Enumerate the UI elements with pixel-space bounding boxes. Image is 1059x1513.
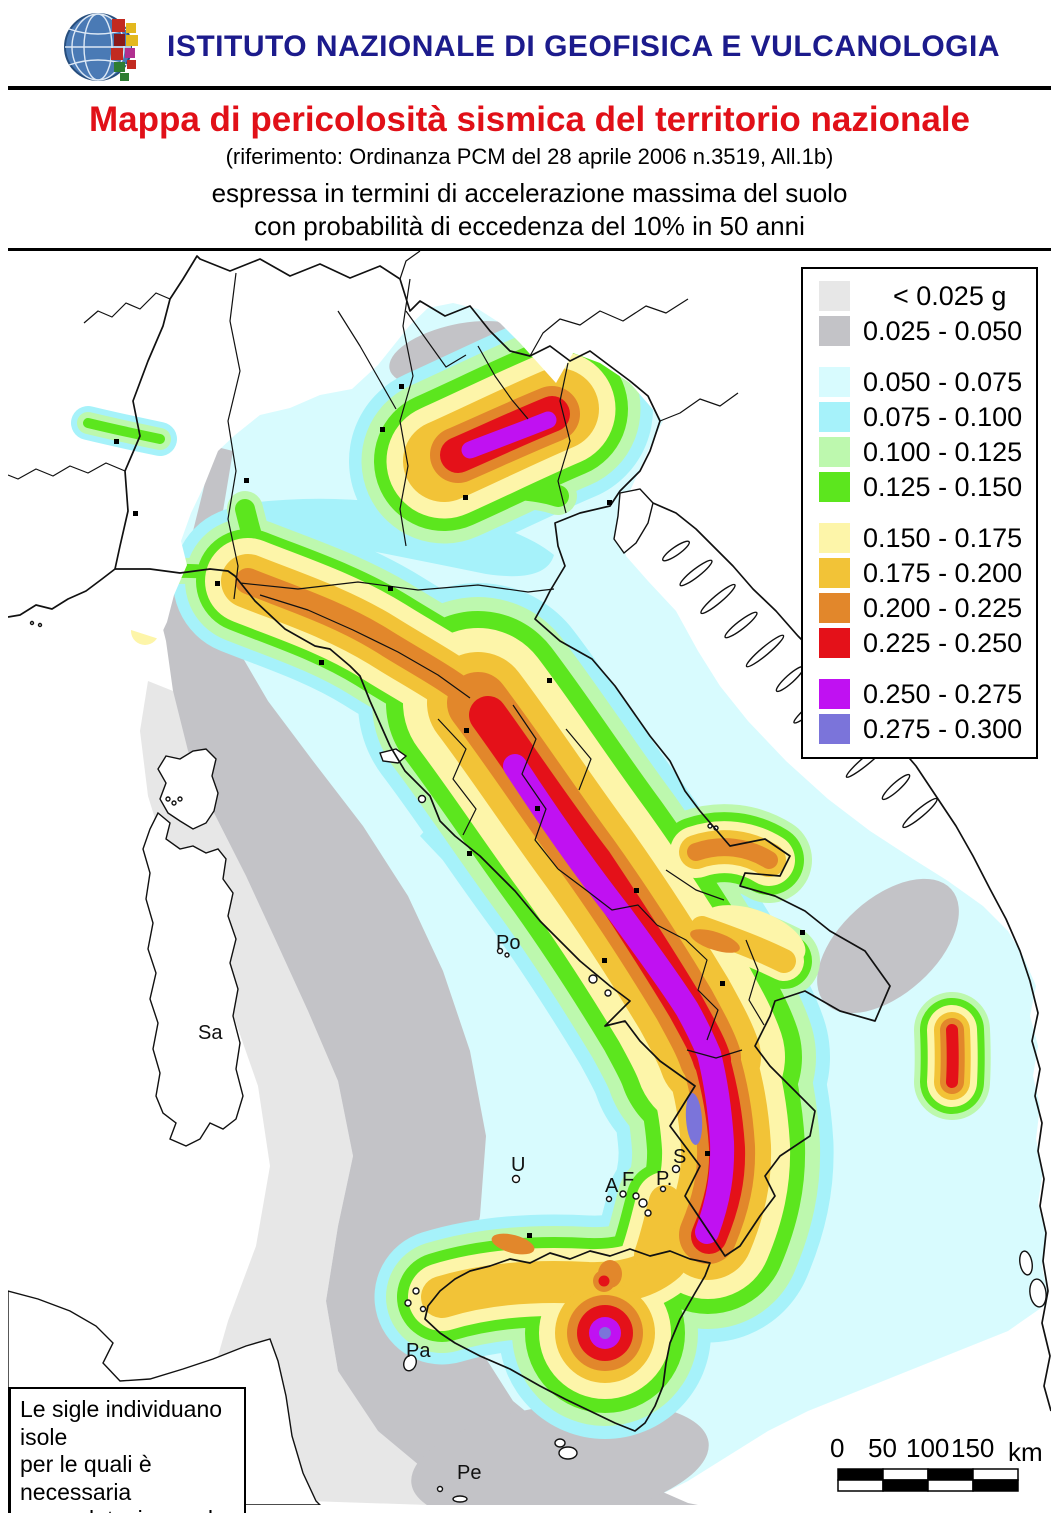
legend-swatch (819, 316, 850, 346)
subtitle-line1: espressa in termini di accelerazione mas… (211, 178, 848, 208)
label-alicudi: A (605, 1175, 619, 1197)
scale-unit: km (1008, 1437, 1043, 1467)
label-pelagie: Pe (457, 1462, 481, 1484)
logo-mosaic (111, 19, 138, 81)
region-borders (227, 272, 765, 1059)
hazard-map[interactable]: .st{fill:none;stroke-linecap:round;strok… (7, 250, 1052, 1513)
legend-swatch (819, 714, 850, 744)
italy-coastline (114, 255, 891, 1257)
sardinia-outline (142, 811, 244, 1147)
istria-outline (613, 488, 654, 555)
legend-row: < 0.025 g (819, 281, 1036, 311)
legend-swatch (819, 472, 850, 502)
sicily-coastline (424, 1248, 711, 1432)
legend-swatch (819, 367, 850, 397)
hazard-valais-patch (88, 423, 160, 439)
outside-computation-mask (8, 251, 1051, 1356)
legend-swatch (819, 281, 850, 311)
label-panarea: P. (656, 1168, 672, 1190)
hazard-zone-violet (599, 1093, 703, 1339)
island-labels: Sa Po U A F P. S Pa Pe (198, 932, 686, 1484)
legend-row: 0.050 - 0.075 (819, 367, 1036, 397)
label-filicudi: F (622, 1169, 634, 1191)
legend-row: 0.200 - 0.225 (819, 593, 1036, 623)
legend-swatch (819, 679, 850, 709)
map-reference: (riferimento: Ordinanza PCM del 28 april… (225, 144, 834, 169)
subtitle-line2: con probabilità di eccedenza del 10% in … (254, 211, 805, 241)
legend-swatch (819, 558, 850, 588)
svg-text:0: 0 (830, 1433, 844, 1463)
label-ustica: U (511, 1154, 525, 1176)
corfu-outline (1019, 1250, 1033, 1276)
svg-text:100: 100 (906, 1433, 949, 1463)
svg-text:50: 50 (868, 1433, 897, 1463)
legend-swatch (819, 593, 850, 623)
scale-bar: 0 50 100 150 km (830, 1433, 1043, 1492)
legend-swatch (819, 523, 850, 553)
label-sardinia: Sa (198, 1022, 223, 1044)
institute-name: ISTITUTO NAZIONALE DI GEOFISICA E VULCAN… (166, 30, 1000, 63)
legend-swatch (819, 402, 850, 432)
corsica-outline (157, 748, 219, 830)
label-pantelleria: Pa (406, 1340, 431, 1362)
header: ISTITUTO NAZIONALE DI GEOFISICA E VULCAN… (8, 8, 1051, 86)
label-ponza: Po (496, 932, 520, 954)
city-markers (114, 384, 805, 1238)
legend-row: 0.275 - 0.300 (819, 714, 1036, 744)
foreign-coastlines (7, 250, 1052, 1412)
legend-row: 0.025 - 0.050 (819, 316, 1036, 346)
note-box: Le sigle individuano isole per le quali … (8, 1387, 246, 1513)
legend-swatch (819, 628, 850, 658)
legend-row: 0.225 - 0.250 (819, 628, 1036, 658)
legend-row: 0.175 - 0.200 (819, 558, 1036, 588)
legend-row: 0.075 - 0.100 (819, 402, 1036, 432)
legend-swatch (819, 437, 850, 467)
label-stromboli: S (673, 1146, 686, 1168)
legend-row: 0.150 - 0.175 (819, 523, 1036, 553)
malta-outline (554, 1438, 566, 1448)
map-panel-divider (8, 248, 1051, 251)
legend-row: 0.250 - 0.275 (819, 679, 1036, 709)
svg-text:150: 150 (951, 1433, 994, 1463)
legend: < 0.025 g 0.025 - 0.050 0.050 - 0.075 0.… (801, 267, 1038, 759)
map-title: Mappa di pericolosità sismica del territ… (88, 100, 971, 139)
legend-row: 0.125 - 0.150 (819, 472, 1036, 502)
map-panel: .st{fill:none;stroke-linecap:round;strok… (7, 250, 1052, 1513)
note-text: Le sigle individuano isole per le quali … (20, 1396, 223, 1513)
ingv-logo-icon (64, 13, 138, 81)
header-divider (8, 86, 1051, 90)
legend-row: 0.100 - 0.125 (819, 437, 1036, 467)
